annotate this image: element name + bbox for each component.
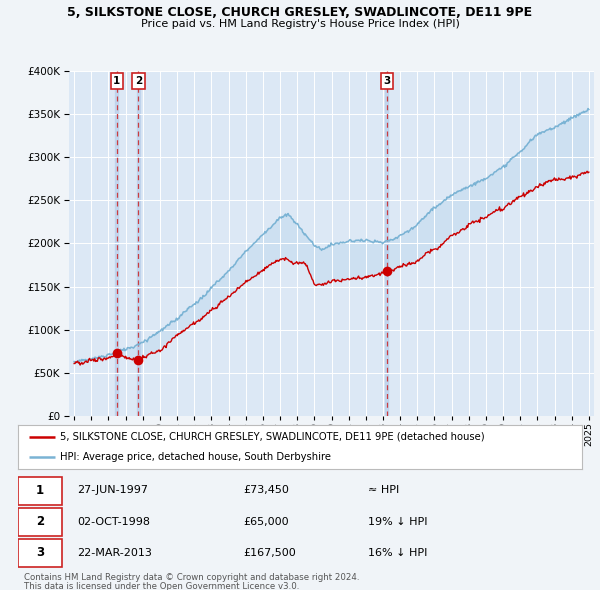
FancyBboxPatch shape [18,508,62,536]
Text: 5, SILKSTONE CLOSE, CHURCH GRESLEY, SWADLINCOTE, DE11 9PE: 5, SILKSTONE CLOSE, CHURCH GRESLEY, SWAD… [67,6,533,19]
Text: 16% ↓ HPI: 16% ↓ HPI [368,548,427,558]
Text: 3: 3 [383,76,391,86]
Text: 22-MAR-2013: 22-MAR-2013 [77,548,152,558]
Bar [137,71,140,416]
Text: £65,000: £65,000 [244,517,289,527]
Text: ≈ HPI: ≈ HPI [368,486,399,496]
Text: 27-JUN-1997: 27-JUN-1997 [77,486,148,496]
FancyBboxPatch shape [18,477,62,505]
Text: Contains HM Land Registry data © Crown copyright and database right 2024.: Contains HM Land Registry data © Crown c… [24,573,359,582]
Bar [115,71,118,416]
Text: Price paid vs. HM Land Registry's House Price Index (HPI): Price paid vs. HM Land Registry's House … [140,19,460,29]
Text: £167,500: £167,500 [244,548,296,558]
Bar [385,71,388,416]
Text: 19% ↓ HPI: 19% ↓ HPI [368,517,427,527]
Text: £73,450: £73,450 [244,486,289,496]
Text: 1: 1 [36,484,44,497]
Text: 1: 1 [113,76,121,86]
Text: 5, SILKSTONE CLOSE, CHURCH GRESLEY, SWADLINCOTE, DE11 9PE (detached house): 5, SILKSTONE CLOSE, CHURCH GRESLEY, SWAD… [60,432,485,442]
Text: HPI: Average price, detached house, South Derbyshire: HPI: Average price, detached house, Sout… [60,452,331,462]
Text: 3: 3 [36,546,44,559]
Text: 02-OCT-1998: 02-OCT-1998 [77,517,150,527]
Text: 2: 2 [36,515,44,528]
Text: 2: 2 [135,76,142,86]
FancyBboxPatch shape [18,539,62,568]
Text: This data is licensed under the Open Government Licence v3.0.: This data is licensed under the Open Gov… [24,582,299,590]
